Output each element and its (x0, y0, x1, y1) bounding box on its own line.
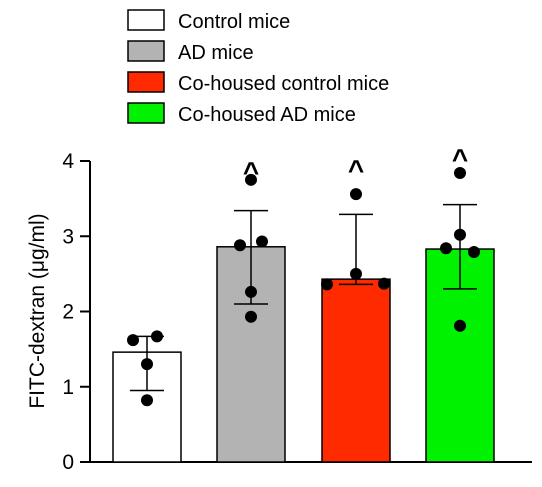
error-bars (130, 203, 477, 392)
legend: Control mice AD mice Co-housed control mic… (127, 9, 389, 126)
y-tick-label: 0 (62, 451, 74, 474)
legend-label-co-housed-control-mice: Co-housed control mice (178, 73, 389, 95)
significance-marker: ^ (243, 157, 259, 188)
data-point (468, 246, 480, 259)
data-point (454, 228, 466, 241)
legend-label-co-housed-ad-mice: Co-housed AD mice (178, 104, 356, 126)
significance-marker: ^ (348, 154, 364, 185)
data-point (454, 319, 466, 332)
legend-swatch-control-mice (127, 9, 165, 31)
legend-swatch-co-housed-ad-mice (127, 102, 165, 124)
data-point (350, 188, 362, 201)
data-point (245, 285, 257, 298)
significance-markers: ^ ^ ^ (243, 144, 468, 188)
y-axis-label: FITC-dextran (μg/ml) (26, 213, 49, 408)
data-points (127, 167, 480, 407)
data-point (350, 267, 362, 280)
data-point (256, 235, 268, 248)
y-tick-label: 2 (62, 301, 74, 324)
bar-ad-mice (216, 246, 286, 463)
legend-label-control-mice: Control mice (178, 11, 290, 33)
data-point (141, 358, 153, 371)
y-tick-label: 1 (62, 376, 74, 399)
data-point (151, 330, 163, 343)
data-point (127, 334, 139, 347)
data-point (234, 239, 246, 252)
bars (112, 246, 495, 463)
bar-co-housed-control-mice (321, 278, 391, 463)
data-point (454, 167, 466, 180)
legend-swatch-ad-mice (127, 40, 165, 62)
data-point (321, 278, 333, 291)
data-point (245, 173, 257, 186)
significance-marker: ^ (452, 144, 468, 175)
legend-label-ad-mice: AD mice (178, 42, 254, 64)
data-point (378, 277, 390, 290)
data-point (141, 394, 153, 407)
y-tick-label: 4 (62, 150, 74, 173)
y-tick-label: 3 (62, 225, 74, 248)
data-point (440, 242, 452, 255)
data-point (245, 310, 257, 323)
legend-swatch-co-housed-control-mice (127, 71, 165, 93)
